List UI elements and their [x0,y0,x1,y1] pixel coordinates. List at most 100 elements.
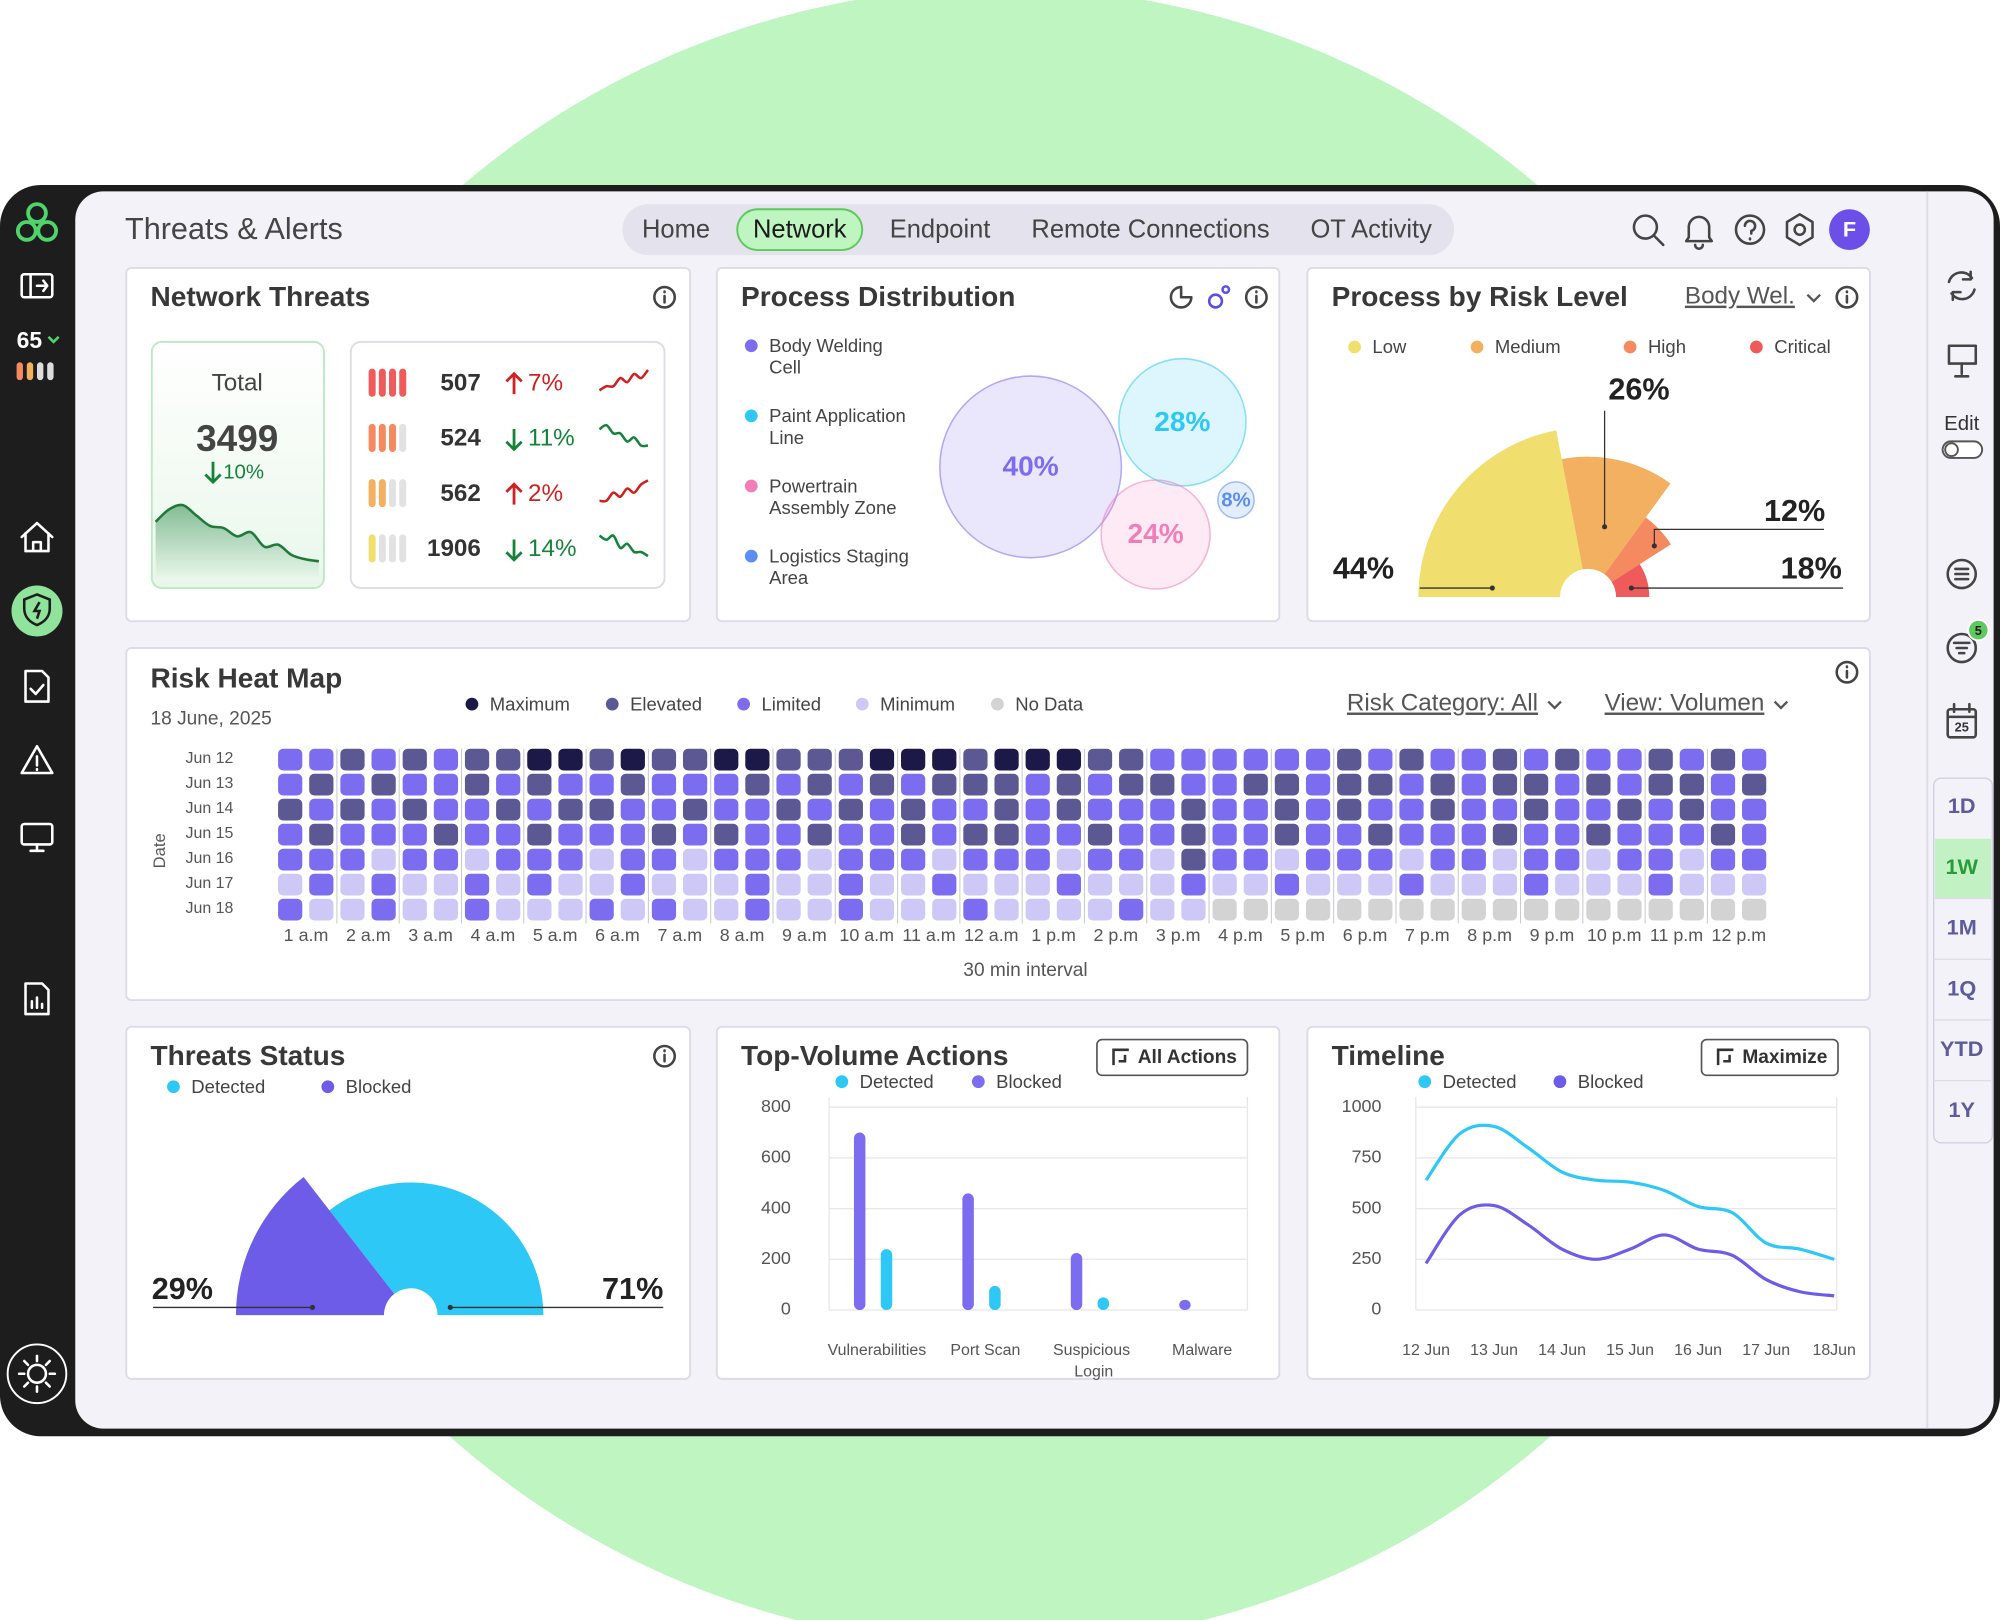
level-bar [399,368,407,397]
heat-cell [527,773,552,796]
settings-icon[interactable] [1785,213,1814,247]
theme-button[interactable] [6,1343,68,1405]
range[interactable]: 1W [1945,854,1978,879]
alert-icon[interactable] [20,744,54,775]
range[interactable]: 1D [1948,793,1976,818]
bubble-icon[interactable] [1207,293,1224,309]
heat-cell [1648,898,1673,921]
bell-icon[interactable] [1684,215,1714,251]
heat-cell [402,823,427,846]
legend-dot [1553,1075,1567,1089]
heat-cell [1399,848,1424,871]
heat-cell [1274,748,1300,771]
filter[interactable]: Risk Category: All [1347,690,1538,717]
heat-cell [1523,898,1549,921]
heat-cell [1337,748,1362,771]
heat-cell [776,748,801,771]
heat-cell [620,823,645,846]
info-icon[interactable] [1244,285,1268,309]
doc-icon[interactable] [24,982,50,1016]
info-icon[interactable] [653,285,677,309]
wedge [235,1177,395,1316]
list-icon[interactable] [1946,558,1978,590]
heat-cell [1181,798,1206,821]
calendar-icon[interactable] [1946,702,1978,739]
card-title: Timeline [1332,1040,1445,1071]
heat-cell [309,848,334,871]
heat-cell [1181,898,1206,921]
heat-cell [1181,848,1206,871]
button[interactable] [1700,1038,1839,1077]
heat-cell [901,748,926,771]
help-icon[interactable] [1734,214,1766,245]
heat-cell [1305,798,1331,821]
legend-label: Detected [860,1071,934,1092]
heat-cell [1087,798,1113,821]
heat-cell [1368,848,1393,871]
heat-cell [963,873,988,896]
range[interactable]: 1M [1947,915,1977,940]
heat-cell [682,773,708,796]
y-tick-label: 600 [761,1147,791,1167]
y-tick-label: 800 [761,1096,791,1116]
tab[interactable]: Home [642,216,710,244]
heat-cell [901,773,926,796]
refresh-icon[interactable] [1947,270,1976,302]
heat-cell [340,773,365,796]
info-icon[interactable] [653,1044,677,1068]
heat-cell [1492,748,1518,771]
bubble-icon-small[interactable] [1221,285,1231,295]
heat-cell [869,848,895,871]
heat-cell [1212,873,1237,896]
legend-dot [991,697,1004,711]
heat-cell [1368,898,1393,921]
heat-cell [1056,898,1081,921]
heat-cell [1679,873,1704,896]
heat-cell [1461,873,1486,896]
heat-cell [1430,848,1455,871]
heat-cell [496,898,521,921]
pie-icon[interactable] [1169,285,1193,309]
x-tick-label: 1 p.m [1031,925,1076,945]
heat-cell [1150,898,1175,921]
range[interactable]: 1Q [1947,975,1976,1000]
avatar[interactable] [1829,209,1870,251]
info-icon[interactable] [1835,660,1859,684]
row-label: Jun 16 [186,850,234,867]
tab[interactable]: Remote Connections [1031,216,1269,244]
report-icon[interactable] [24,669,50,703]
heat-cell [838,898,863,921]
heat-cell [1119,873,1144,896]
filter[interactable]: View: Volumen [1605,690,1765,717]
heat-cell [682,898,708,921]
range[interactable]: 1Y [1948,1097,1975,1122]
sparkline [598,423,649,448]
tab[interactable]: Endpoint [890,216,991,244]
level-bar [368,534,376,563]
heat-cell [869,823,895,846]
tab[interactable]: OT Activity [1310,216,1432,244]
home-icon[interactable] [20,521,54,553]
monitor-icon[interactable] [20,822,54,853]
heat-cell [994,823,1019,846]
legend-label: Limited [761,693,821,714]
tab[interactable]: Network [753,216,847,244]
search-icon[interactable] [1632,214,1665,247]
heat-cell [1181,748,1206,771]
info-icon[interactable] [1835,285,1859,309]
legend-label: High [1648,336,1686,357]
row-change: 7% [528,369,563,396]
filter-icon[interactable] [1946,632,1978,664]
row-label: Jun 14 [186,800,234,817]
heat-cell [963,773,988,796]
legend-dot [835,1075,849,1089]
heat-cell [1243,898,1268,921]
filter[interactable]: Body Wel. [1685,283,1795,310]
heat-cell [651,823,677,846]
heat-cell [1430,773,1455,796]
heat-cell [1150,773,1175,796]
present-icon[interactable] [1947,344,1978,378]
button[interactable] [1096,1038,1249,1077]
range[interactable]: YTD [1940,1036,1983,1061]
heat-cell [1742,873,1767,896]
